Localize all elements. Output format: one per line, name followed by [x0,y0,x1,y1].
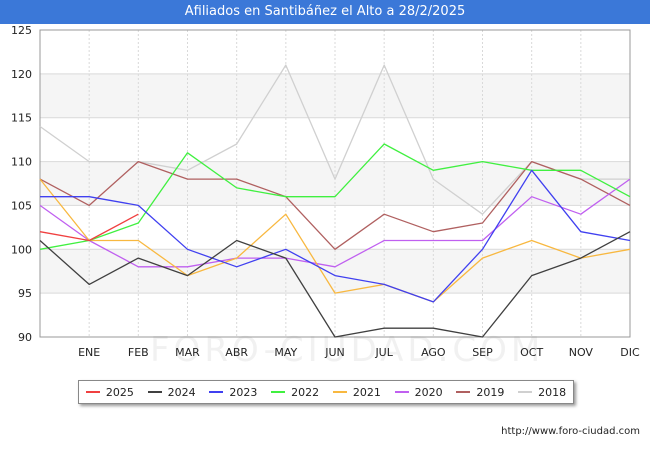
watermark-text: FORO-CIUDAD.COM [150,330,545,370]
legend-swatch [394,391,409,393]
legend-swatch [456,391,471,393]
legend-swatch [209,391,224,393]
x-tick-label: JUL [374,346,393,359]
x-tick-label: DIC [620,346,640,359]
series-line-2021 [39,178,631,303]
chart-legend: 2025 2024 2023 2022 2021 2020 2019 2018 [78,380,574,404]
legend-swatch [518,391,533,393]
series-line-2023 [40,169,631,303]
y-tick-label: 90 [18,331,32,344]
y-tick-label: 120 [11,68,32,81]
y-tick-label: 110 [11,156,32,169]
y-tick-label: 115 [11,112,32,125]
x-tick-label: SEP [472,346,493,359]
x-tick-label: MAY [274,346,297,359]
x-tick-label: ENE [78,346,100,359]
chart-title: Afiliados en Santibáñez el Alto a 28/2/2… [0,0,650,24]
legend-swatch [147,391,162,393]
x-tick-label: ABR [225,346,248,359]
legend-item-2021: 2021 [332,385,381,399]
x-tick-label: JUN [324,346,345,359]
series-line-2025 [39,213,139,242]
y-tick-label: 100 [11,243,32,256]
x-tick-label: MAR [175,346,200,359]
source-url[interactable]: http://www.foro-ciudad.com [501,426,640,437]
legend-swatch [85,391,100,393]
x-tick-label: FEB [128,346,149,359]
legend-swatch [332,391,347,393]
x-tick-label: NOV [569,346,594,359]
x-tick-label: AGO [421,346,446,359]
series-line-2024 [39,231,631,338]
legend-label: 2019 [476,385,505,399]
legend-label: 2018 [538,385,567,399]
series-line-2019 [39,160,631,250]
y-tick-label: 105 [11,199,32,212]
legend-item-2022: 2022 [271,386,319,399]
legend-item-2018: 2018 [518,386,566,399]
legend-swatch [271,391,286,393]
legend-label: 2023 [229,385,258,399]
y-tick-label: 95 [18,287,32,300]
legend-item-2025: 2025 [85,385,134,399]
x-tick-label: OCT [520,346,543,359]
legend-item-2020: 2020 [394,385,443,399]
line-chart: 90 95 100 105 110 115 120 125 ENE FEB MAR ABR MAY JUN… [11,24,640,359]
legend-item-2023: 2023 [209,386,257,399]
legend-label: 2021 [352,385,381,399]
legend-label: 2020 [414,385,443,399]
legend-item-2024: 2024 [147,385,196,399]
legend-item-2019: 2019 [456,386,504,399]
legend-label: 2024 [167,385,196,399]
series-line-2020 [39,178,631,268]
legend-label: 2022 [291,385,320,399]
legend-label: 2025 [105,385,134,399]
y-tick-label: 125 [11,24,32,37]
